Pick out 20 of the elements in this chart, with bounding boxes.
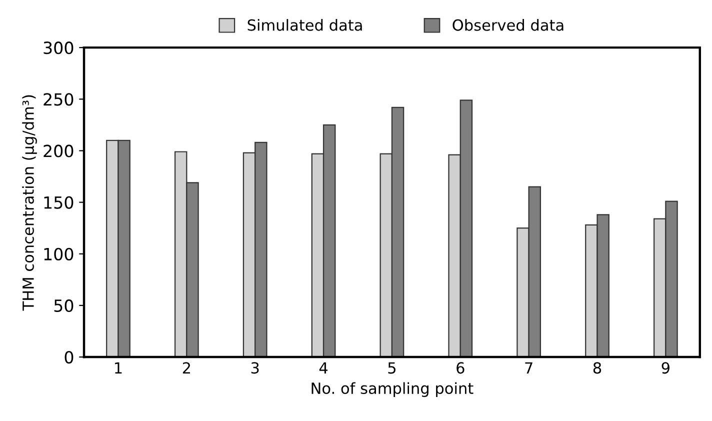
x-axis-title: No. of sampling point — [312, 382, 474, 397]
x-tick-label: 7 — [525, 362, 532, 374]
legend-label: Simulated data — [248, 19, 362, 31]
x-tick-label: 6 — [456, 362, 464, 374]
x-tick-label: 8 — [593, 362, 602, 374]
x-tick-label: 9 — [662, 362, 670, 374]
x-tick-label: 1 — [115, 362, 122, 374]
x-tick-label: 2 — [182, 362, 190, 374]
y-tick-label: 250 — [44, 93, 74, 106]
y-tick-label: 150 — [44, 196, 74, 209]
y-tick-label: 0 — [64, 350, 74, 364]
x-tick-label: 4 — [319, 362, 328, 374]
y-tick-label: 50 — [54, 299, 74, 312]
y-tick-label: 100 — [44, 248, 74, 260]
x-tick-label: 5 — [388, 362, 396, 374]
x-tick-label: 3 — [251, 362, 259, 374]
y-tick-label: 300 — [44, 42, 74, 54]
y-axis-title: THM concentration (µg/dm³) — [22, 95, 37, 311]
legend-label: Observed data — [452, 19, 564, 31]
y-tick-label: 200 — [44, 144, 74, 158]
